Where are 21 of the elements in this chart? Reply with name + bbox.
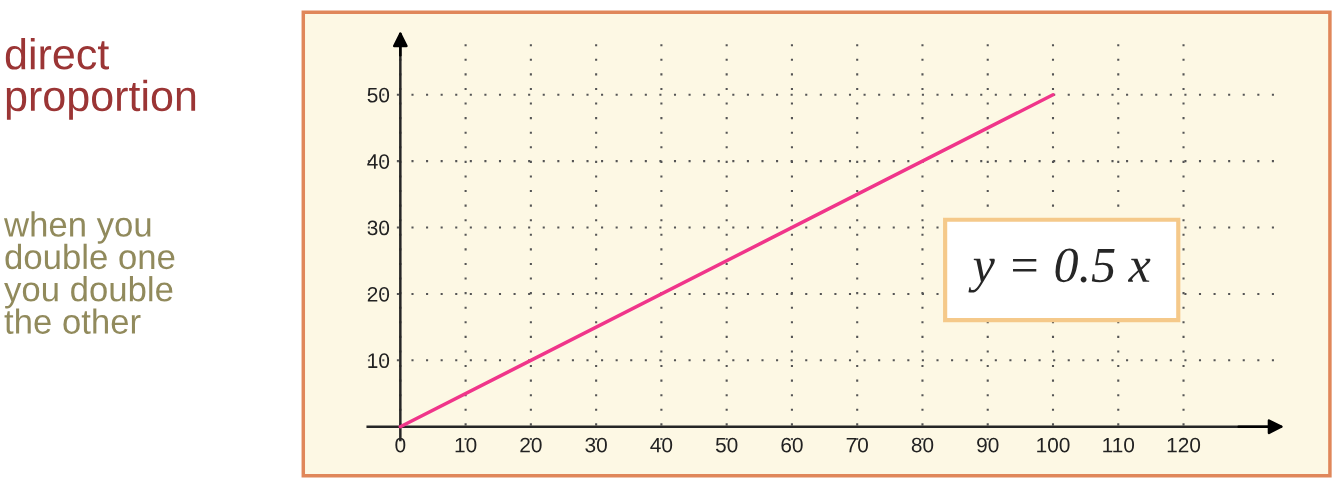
x-tick-label: 90 bbox=[977, 437, 999, 453]
x-tick-label: 0 bbox=[395, 437, 406, 453]
x-tick-label: 100 bbox=[1037, 437, 1070, 453]
x-tick-label: 40 bbox=[650, 437, 673, 453]
x-tick-label: 110 bbox=[1103, 437, 1135, 453]
x-tick-label: 60 bbox=[781, 437, 803, 453]
y-tick-label: 30 bbox=[367, 220, 390, 236]
y-tick-label: 10 bbox=[368, 353, 390, 369]
x-tick-label: 10 bbox=[455, 437, 477, 453]
x-tick-label: 80 bbox=[911, 437, 934, 453]
x-tick-label: 20 bbox=[520, 437, 542, 453]
x-tick-label: 120 bbox=[1167, 437, 1201, 453]
x-tick-label: 50 bbox=[715, 437, 738, 453]
y-tick-label: 50 bbox=[367, 87, 390, 103]
text: direct proportion bbox=[5, 37, 196, 120]
y-tick-label: 20 bbox=[367, 286, 390, 302]
x-tick-label: 70 bbox=[846, 437, 868, 453]
y-tick-label: 40 bbox=[367, 154, 390, 169]
x-tick-label: 30 bbox=[585, 437, 607, 453]
text: when you double one you double the other bbox=[3, 211, 175, 334]
annotation: y = 0.5 x bbox=[968, 248, 1151, 293]
